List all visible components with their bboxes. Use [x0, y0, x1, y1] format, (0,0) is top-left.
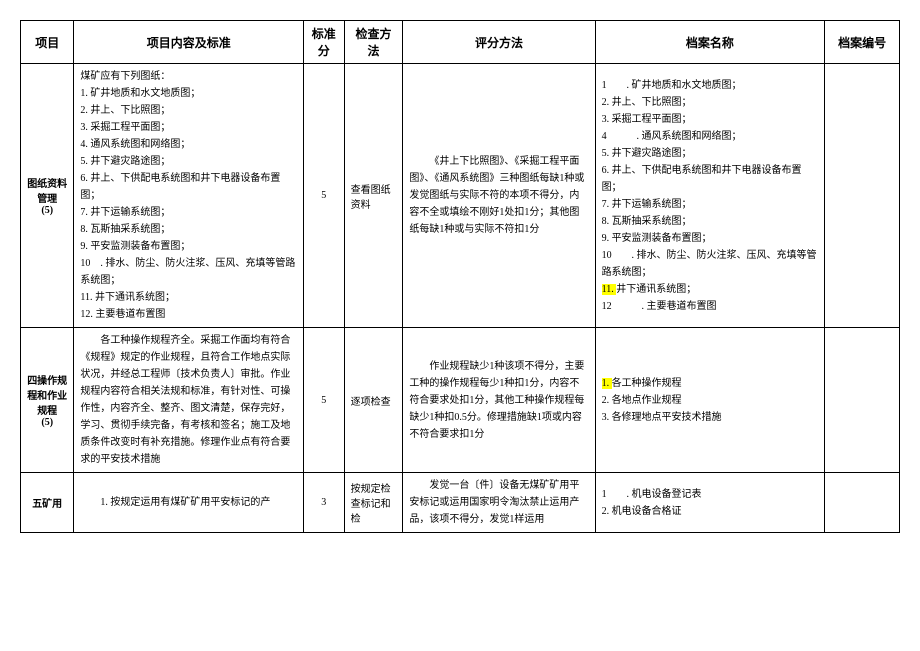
content-item: 9. 平安监测装备布置图； [80, 238, 297, 255]
file-item: 2. 机电设备合格证 [602, 503, 819, 520]
file-item: 10 . 排水、防尘、防火注浆、压风、充填等管路系统图； [602, 247, 819, 281]
table-row: 图纸资料管理(5)煤矿应有下列图纸：1. 矿井地质和水文地质图；2. 井上、下比… [21, 64, 900, 328]
file-item: 3. 各修理地点平安技术措施 [602, 409, 819, 426]
grading-cell: 《井上下比照图》、《采掘工程平面图》、《通风系统图》三种图纸每缺1种或发觉图纸与… [403, 64, 595, 328]
content-item: 1. 矿井地质和水文地质图； [80, 85, 297, 102]
content-text: 各工种操作规程齐全。采掘工作面均有符合《规程》规定的作业规程，且符合工作地点实际… [80, 332, 297, 468]
project-cell: 四操作规程和作业规程(5) [21, 328, 74, 473]
highlighted-text: 1. [602, 378, 612, 389]
header-method: 检查方法 [344, 21, 403, 64]
file-item: 1 . 机电设备登记表 [602, 486, 819, 503]
header-file: 档案名称 [595, 21, 825, 64]
file-item: 7. 井下运输系统图； [602, 196, 819, 213]
method-cell: 按规定检查标记和检 [344, 473, 403, 533]
method-cell: 查看图纸资料 [344, 64, 403, 328]
content-item: 8. 瓦斯抽采系统图； [80, 221, 297, 238]
file-cell: 1. 各工种操作规程2. 各地点作业规程3. 各修理地点平安技术措施 [595, 328, 825, 473]
project-cell: 五矿用 [21, 473, 74, 533]
header-project: 项目 [21, 21, 74, 64]
highlighted-text: 11. [602, 284, 617, 295]
file-cell: 1 . 机电设备登记表2. 机电设备合格证 [595, 473, 825, 533]
score-cell: 5 [304, 328, 345, 473]
table-row: 四操作规程和作业规程(5)各工种操作规程齐全。采掘工作面均有符合《规程》规定的作… [21, 328, 900, 473]
file-item: 1. 各工种操作规程 [602, 375, 819, 392]
file-cell: 1 . 矿井地质和水文地质图；2. 井上、下比照图；3. 采掘工程平面图；4 .… [595, 64, 825, 328]
file-item: 9. 平安监测装备布置图； [602, 230, 819, 247]
file-item: 4 . 通风系统图和网络图； [602, 128, 819, 145]
content-cell: 1. 按规定运用有煤矿矿用平安标记的产 [74, 473, 304, 533]
grading-cell: 发觉一台〔件〕设备无煤矿矿用平安标记或运用国家明令淘汰禁止运用产品，该项不得分，… [403, 473, 595, 533]
fileno-cell [825, 473, 900, 533]
file-item: 2. 井上、下比照图； [602, 94, 819, 111]
content-item: 3. 采掘工程平面图； [80, 119, 297, 136]
score-cell: 5 [304, 64, 345, 328]
method-cell: 逐项检查 [344, 328, 403, 473]
header-grading: 评分方法 [403, 21, 595, 64]
file-item: 2. 各地点作业规程 [602, 392, 819, 409]
project-label: 四操作规程和作业规程 [27, 372, 67, 417]
file-item: 11. 井下通讯系统图； [602, 281, 819, 298]
file-item: 5. 井下避灾路途图； [602, 145, 819, 162]
table-row: 五矿用 1. 按规定运用有煤矿矿用平安标记的产 3按规定检查标记和检发觉一台〔件〕设… [21, 473, 900, 533]
file-item-suffix: 各工种操作规程 [612, 378, 682, 389]
header-score: 标准分 [304, 21, 345, 64]
file-item: 1 . 矿井地质和水文地质图； [602, 77, 819, 94]
fileno-cell [825, 328, 900, 473]
file-item-suffix: 井下通讯系统图； [616, 284, 696, 295]
file-item: 6. 井上、下供配电系统图和井下电器设备布置图； [602, 162, 819, 196]
table-body: 图纸资料管理(5)煤矿应有下列图纸：1. 矿井地质和水文地质图；2. 井上、下比… [21, 64, 900, 533]
evaluation-table: 项目 项目内容及标准 标准分 检查方法 评分方法 档案名称 档案编号 图纸资料管… [20, 20, 900, 533]
file-item: 12 . 主要巷道布置图 [602, 298, 819, 315]
content-cell: 各工种操作规程齐全。采掘工作面均有符合《规程》规定的作业规程，且符合工作地点实际… [74, 328, 304, 473]
content-cell: 煤矿应有下列图纸：1. 矿井地质和水文地质图；2. 井上、下比照图；3. 采掘工… [74, 64, 304, 328]
content-item: 4. 通风系统图和网络图； [80, 136, 297, 153]
project-points: (5) [27, 205, 67, 216]
file-item: 8. 瓦斯抽采系统图； [602, 213, 819, 230]
grading-cell: 作业规程缺少1种该项不得分，主要工种的操作规程每少1种扣1分，内容不符合要求处扣… [403, 328, 595, 473]
header-row: 项目 项目内容及标准 标准分 检查方法 评分方法 档案名称 档案编号 [21, 21, 900, 64]
content-item: 5. 井下避灾路途图； [80, 153, 297, 170]
project-cell: 图纸资料管理(5) [21, 64, 74, 328]
content-item: 2. 井上、下比照图； [80, 102, 297, 119]
project-label: 五矿用 [27, 495, 67, 510]
content-item: 11. 井下通讯系统图； [80, 289, 297, 306]
content-item: 12. 主要巷道布置图 [80, 306, 297, 323]
score-cell: 3 [304, 473, 345, 533]
project-points: (5) [27, 417, 67, 428]
header-fileno: 档案编号 [825, 21, 900, 64]
content-text: 1. 按规定运用有煤矿矿用平安标记的产 [80, 494, 297, 511]
content-item: 6. 井上、下供配电系统图和井下电器设备布置图； [80, 170, 297, 204]
content-intro: 煤矿应有下列图纸： [80, 68, 297, 85]
fileno-cell [825, 64, 900, 328]
file-item: 3. 采掘工程平面图； [602, 111, 819, 128]
content-item: 7. 井下运输系统图； [80, 204, 297, 221]
content-item: 10 . 排水、防尘、防火注浆、压风、充填等管路系统图； [80, 255, 297, 289]
project-label: 图纸资料管理 [27, 175, 67, 205]
header-content: 项目内容及标准 [74, 21, 304, 64]
